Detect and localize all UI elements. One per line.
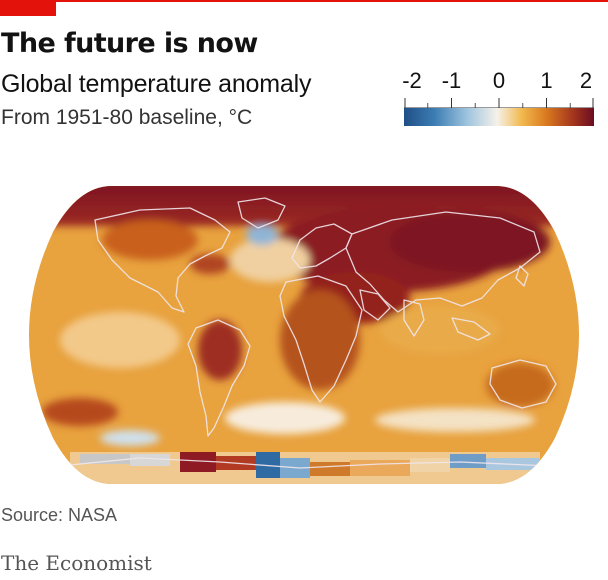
anomaly-field bbox=[29, 186, 579, 484]
top-rule bbox=[0, 0, 608, 2]
world-map-svg bbox=[29, 186, 579, 484]
legend-tick-label: 2 bbox=[579, 68, 593, 93]
brand-red-tag bbox=[0, 0, 56, 16]
world-map bbox=[0, 180, 608, 490]
anomaly-east-pacific bbox=[60, 312, 180, 368]
coastline-asia bbox=[345, 211, 541, 313]
legend-tick-label: -1 bbox=[441, 68, 462, 93]
coastline-antarctica bbox=[59, 457, 551, 469]
coastline-australia bbox=[489, 359, 557, 409]
publisher-logo: The Economist bbox=[1, 551, 152, 575]
anomaly-south-america bbox=[198, 320, 242, 380]
anomaly-siberia bbox=[390, 212, 550, 272]
anomaly-canada-east bbox=[190, 254, 230, 274]
anomaly-north-atlantic bbox=[230, 238, 310, 282]
legend-tick-label: 0 bbox=[492, 68, 506, 93]
chart-title: The future is now bbox=[1, 28, 258, 59]
anomaly-southern-ocean bbox=[375, 408, 535, 432]
coastlines bbox=[59, 197, 557, 469]
anomaly-south-atlantic bbox=[225, 402, 345, 434]
anomaly-south-pacific bbox=[42, 398, 118, 426]
coastline-south-america bbox=[187, 319, 251, 437]
anomaly-north-america bbox=[102, 220, 198, 260]
anomaly-africa bbox=[280, 290, 360, 390]
coastline-africa bbox=[279, 275, 363, 403]
chart-units: From 1951-80 baseline, °C bbox=[1, 106, 253, 129]
coastline-greenland bbox=[237, 197, 286, 229]
chart-subtitle: Global temperature anomaly bbox=[1, 70, 312, 98]
anomaly-australia bbox=[486, 363, 554, 407]
legend-axis bbox=[404, 98, 594, 108]
anomaly-cold-blob bbox=[246, 225, 278, 245]
coastline-japan bbox=[515, 265, 529, 287]
color-legend: -2 -1 0 1 2 bbox=[402, 68, 594, 130]
coastline-north-america bbox=[94, 207, 231, 313]
legend-tick-label: -2 bbox=[402, 68, 422, 93]
legend-color-bar bbox=[404, 108, 594, 126]
coastline-arabia bbox=[359, 289, 391, 321]
coastline-india bbox=[403, 299, 425, 337]
anomaly-indian-ocean bbox=[380, 306, 500, 354]
legend-tick-label: 1 bbox=[540, 68, 553, 93]
anomaly-south-cool bbox=[100, 430, 160, 446]
coastline-southeast-asia bbox=[451, 317, 491, 341]
source-note: Source: NASA bbox=[1, 505, 118, 525]
